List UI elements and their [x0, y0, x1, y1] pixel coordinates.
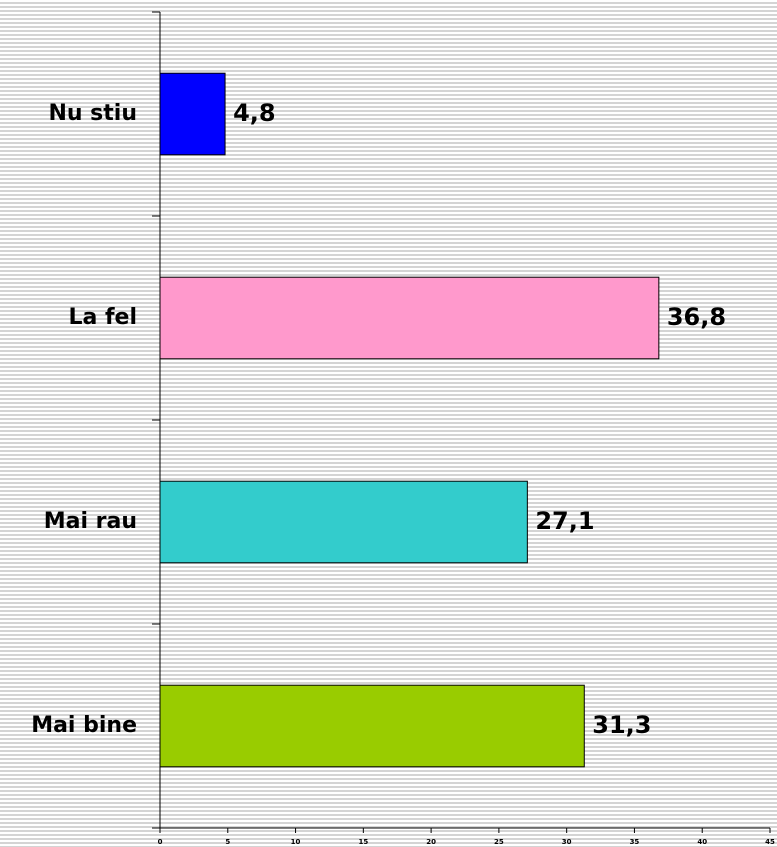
x-tick-label: 10: [291, 838, 301, 846]
bar: [159, 684, 585, 768]
value-label: 4,8: [233, 99, 276, 127]
x-tick-label: 5: [225, 838, 230, 846]
y-tick-label: Mai rau: [44, 509, 137, 534]
y-tick-label: Mai bine: [31, 713, 137, 738]
value-label: 36,8: [667, 303, 726, 331]
x-tick-label: 30: [562, 838, 572, 846]
y-tick-label: La fel: [68, 305, 137, 330]
bar: [159, 72, 226, 156]
bar: [159, 480, 528, 564]
value-label: 31,3: [592, 711, 651, 739]
y-tick-label: Nu stiu: [48, 101, 137, 126]
x-tick-label: 40: [697, 838, 707, 846]
value-label: 27,1: [535, 507, 594, 535]
x-tick-label: 15: [358, 838, 368, 846]
x-tick-label: 0: [158, 838, 163, 846]
bar: [159, 276, 660, 360]
x-tick-label: 35: [630, 838, 640, 846]
x-tick-label: 25: [494, 838, 504, 846]
x-tick-label: 45: [765, 838, 775, 846]
x-tick-label: 20: [426, 838, 436, 846]
